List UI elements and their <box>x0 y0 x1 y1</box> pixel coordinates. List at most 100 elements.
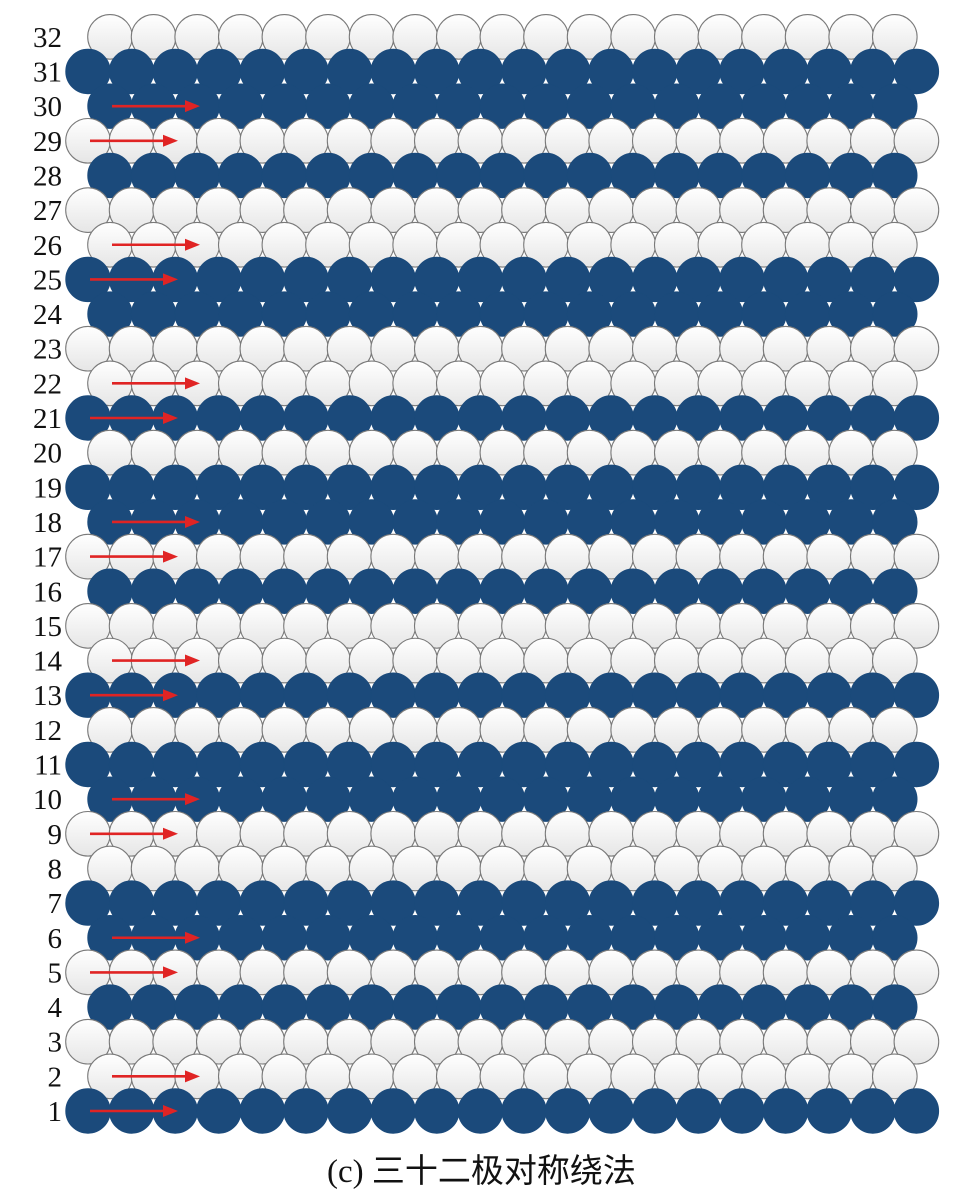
wire-circle <box>457 1088 504 1134</box>
arrow-head <box>185 654 200 667</box>
row-label: 6 <box>48 923 63 955</box>
layer-row-17 <box>65 533 940 580</box>
wire-circle <box>893 880 940 926</box>
wire-circle <box>871 13 918 60</box>
row-label: 11 <box>34 750 62 782</box>
row-label: 13 <box>33 680 62 712</box>
wire-circle <box>872 984 918 1030</box>
row-label: 19 <box>33 472 62 504</box>
layer-row-22 <box>87 360 918 407</box>
arrow-head <box>185 793 200 806</box>
arrow-head <box>185 931 200 944</box>
layer-row-27 <box>65 187 940 233</box>
layer-row-3 <box>65 1018 940 1065</box>
row-label: 3 <box>48 1027 63 1059</box>
arrow-head <box>185 238 200 251</box>
wire-circle <box>893 256 940 303</box>
row-label: 32 <box>33 22 62 54</box>
wire-circle <box>871 706 918 753</box>
direction-arrow-10 <box>112 793 200 806</box>
wire-circle <box>871 637 918 684</box>
layer-row-15 <box>65 603 940 649</box>
arrow-head <box>163 550 178 563</box>
direction-arrow-25 <box>90 273 178 286</box>
row-label: 23 <box>33 334 62 366</box>
wire-circle <box>871 1053 918 1100</box>
wire-circle <box>872 568 918 614</box>
wire-circle <box>326 1088 373 1134</box>
arrow-head <box>185 1070 200 1083</box>
layer-row-10 <box>87 776 918 822</box>
row-label: 30 <box>33 91 62 123</box>
wire-circle <box>872 152 918 199</box>
wire-circle <box>239 1088 286 1134</box>
wire-circle <box>893 741 940 788</box>
direction-arrow-9 <box>90 827 178 840</box>
wire-circle <box>893 1018 940 1065</box>
wire-layers <box>65 13 940 1134</box>
layer-row-7 <box>65 880 940 926</box>
layer-row-26 <box>87 221 918 268</box>
wire-circle <box>871 221 918 268</box>
direction-arrow-14 <box>112 654 200 667</box>
direction-arrow-29 <box>90 134 178 147</box>
row-label: 2 <box>48 1061 63 1093</box>
wire-circle <box>893 810 940 857</box>
row-label: 28 <box>33 160 62 192</box>
wire-circle <box>588 1088 634 1134</box>
wire-circle <box>872 291 918 337</box>
row-label: 27 <box>33 195 62 227</box>
wire-circle <box>762 1088 809 1134</box>
arrow-head <box>163 412 178 424</box>
direction-arrow-30 <box>112 100 200 113</box>
wire-circle <box>893 117 940 164</box>
arrow-layer <box>90 100 200 1117</box>
layer-row-2 <box>87 1053 918 1100</box>
layer-row-8 <box>87 845 918 892</box>
wire-circle <box>872 915 918 961</box>
direction-arrow-2 <box>112 1070 200 1083</box>
wire-circle <box>632 1088 678 1134</box>
wire-circle <box>893 464 940 510</box>
wire-circle <box>893 48 940 95</box>
row-label: 21 <box>33 403 62 435</box>
wire-circle <box>501 1088 547 1134</box>
layer-row-4 <box>87 984 918 1030</box>
direction-arrow-22 <box>112 377 200 390</box>
wire-circle <box>871 429 918 476</box>
row-label: 1 <box>48 1096 63 1128</box>
wire-circle <box>893 187 940 233</box>
row-label: 14 <box>33 646 63 678</box>
wire-circle <box>872 776 918 822</box>
row-label: 18 <box>33 507 62 539</box>
arrow-head <box>185 100 200 113</box>
direction-arrow-26 <box>112 238 200 251</box>
layer-row-12 <box>87 706 918 753</box>
arrow-head <box>163 966 178 979</box>
layer-row-24 <box>87 291 918 337</box>
row-label: 29 <box>33 126 62 158</box>
arrow-head <box>185 515 200 528</box>
layer-row-19 <box>65 464 940 510</box>
row-label: 12 <box>33 715 62 747</box>
row-label: 4 <box>48 992 63 1024</box>
row-label: 9 <box>48 819 63 851</box>
direction-arrow-18 <box>112 515 200 528</box>
wire-circle <box>893 395 940 441</box>
layer-row-18 <box>87 499 918 545</box>
wire-circle <box>283 1088 329 1134</box>
row-label: 26 <box>33 230 62 262</box>
layer-row-20 <box>87 429 918 476</box>
row-label: 16 <box>33 576 62 608</box>
layer-row-5 <box>65 949 940 996</box>
arrow-head <box>163 689 178 702</box>
wire-circle <box>893 533 940 580</box>
layer-row-14 <box>87 637 918 684</box>
wire-circle <box>850 1088 896 1134</box>
row-label: 10 <box>33 784 62 816</box>
row-label: 24 <box>33 299 63 331</box>
layer-row-23 <box>65 325 940 372</box>
row-labels: 3231302928272625242322212019181716151413… <box>33 22 63 1128</box>
wire-circle <box>893 949 940 996</box>
